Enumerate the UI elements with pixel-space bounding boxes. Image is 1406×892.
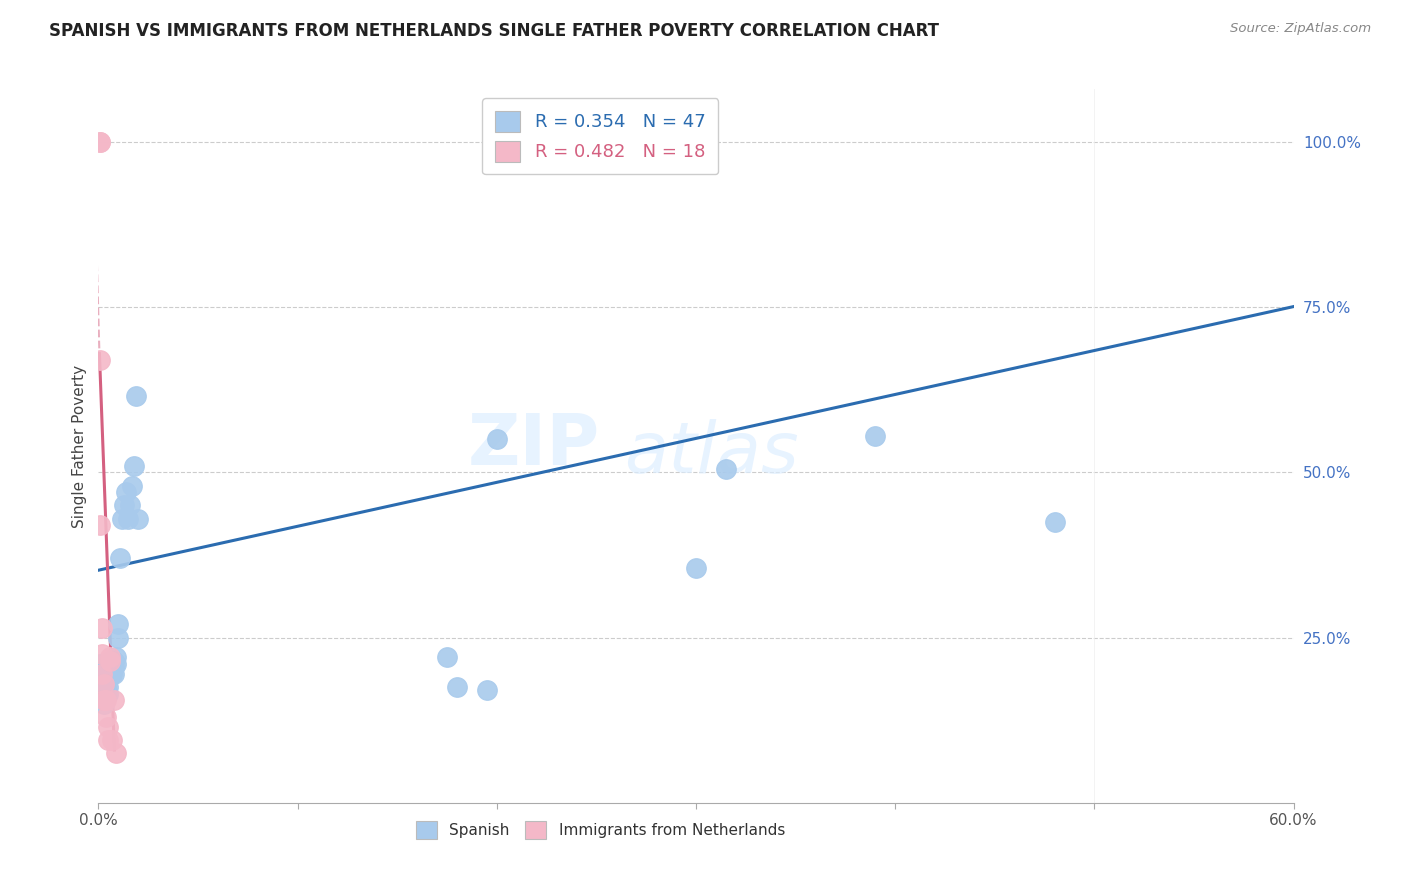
- Point: [97, 733, 120, 747]
- Point: [96, 687, 118, 701]
- Point: [96, 680, 118, 694]
- Point: [91, 664, 114, 678]
- Point: [103, 693, 125, 707]
- Point: [436, 650, 458, 665]
- Y-axis label: Single Father Poverty: Single Father Poverty: [72, 365, 87, 527]
- Point: [685, 561, 707, 575]
- Point: [446, 680, 468, 694]
- Point: [125, 389, 148, 403]
- Point: [117, 511, 139, 525]
- Point: [89, 353, 111, 368]
- Point: [91, 647, 114, 661]
- Point: [714, 462, 737, 476]
- Point: [120, 499, 142, 513]
- Point: [93, 680, 115, 694]
- Point: [475, 683, 498, 698]
- Point: [112, 499, 135, 513]
- Point: [101, 733, 124, 747]
- Point: [89, 670, 111, 684]
- Point: [97, 667, 120, 681]
- Point: [101, 654, 124, 668]
- Point: [101, 667, 124, 681]
- Text: Source: ZipAtlas.com: Source: ZipAtlas.com: [1230, 22, 1371, 36]
- Point: [93, 697, 115, 711]
- Point: [97, 664, 120, 678]
- Point: [127, 511, 149, 525]
- Point: [89, 518, 111, 533]
- Point: [107, 631, 129, 645]
- Point: [91, 621, 114, 635]
- Point: [97, 680, 120, 694]
- Point: [105, 746, 128, 760]
- Point: [97, 687, 120, 701]
- Point: [124, 458, 146, 473]
- Point: [91, 670, 114, 684]
- Point: [93, 677, 115, 691]
- Point: [89, 135, 111, 149]
- Point: [103, 660, 125, 674]
- Point: [103, 654, 125, 668]
- Point: [96, 690, 118, 704]
- Point: [89, 135, 111, 149]
- Text: SPANISH VS IMMIGRANTS FROM NETHERLANDS SINGLE FATHER POVERTY CORRELATION CHART: SPANISH VS IMMIGRANTS FROM NETHERLANDS S…: [49, 22, 939, 40]
- Point: [485, 433, 508, 447]
- Point: [98, 660, 122, 674]
- Point: [93, 690, 115, 704]
- Legend: Spanish, Immigrants from Netherlands: Spanish, Immigrants from Netherlands: [409, 815, 792, 845]
- Text: atlas: atlas: [624, 418, 799, 488]
- Text: ZIP: ZIP: [468, 411, 600, 481]
- Point: [865, 429, 887, 443]
- Point: [91, 680, 114, 694]
- Point: [105, 650, 128, 665]
- Point: [111, 511, 134, 525]
- Point: [115, 485, 138, 500]
- Point: [91, 667, 114, 681]
- Point: [89, 657, 111, 671]
- Point: [101, 660, 124, 674]
- Point: [1043, 515, 1066, 529]
- Point: [93, 693, 115, 707]
- Point: [107, 617, 129, 632]
- Point: [105, 657, 128, 671]
- Point: [110, 551, 132, 566]
- Point: [97, 720, 120, 734]
- Point: [98, 650, 122, 665]
- Point: [98, 654, 122, 668]
- Point: [96, 710, 118, 724]
- Point: [98, 654, 122, 668]
- Point: [93, 687, 115, 701]
- Point: [103, 667, 125, 681]
- Point: [121, 478, 143, 492]
- Point: [96, 693, 118, 707]
